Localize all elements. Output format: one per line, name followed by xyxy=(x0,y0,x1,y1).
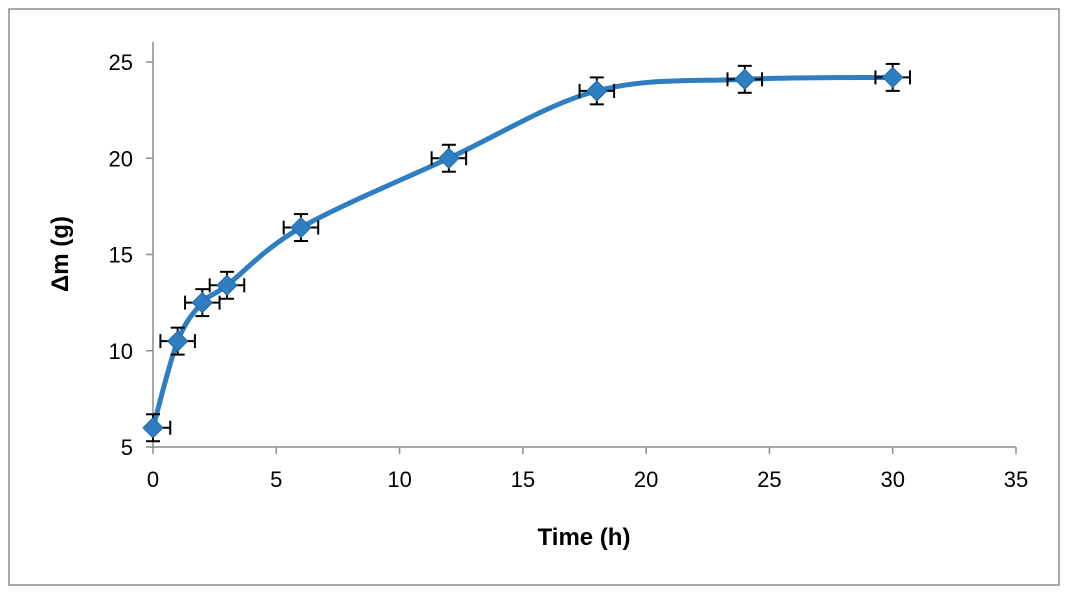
data-point xyxy=(191,291,214,314)
y-tick-label: 25 xyxy=(109,50,133,75)
data-point xyxy=(290,216,312,239)
series-layer xyxy=(142,62,911,443)
y-tick-label: 5 xyxy=(121,435,133,460)
y-tick-label: 20 xyxy=(109,146,133,171)
y-tick-label: 15 xyxy=(109,243,133,268)
x-tick-label: 35 xyxy=(1004,467,1028,492)
data-point xyxy=(882,66,904,89)
x-tick-label: 10 xyxy=(387,467,411,492)
data-point xyxy=(142,417,164,439)
x-tick-label: 15 xyxy=(511,467,535,492)
y-tick-label: 10 xyxy=(109,339,133,364)
x-axis-title: Time (h) xyxy=(538,524,631,551)
x-tick-label: 30 xyxy=(880,467,904,492)
x-tick-label: 0 xyxy=(147,467,159,492)
y-axis-title: Δm (g) xyxy=(47,216,74,292)
x-tick-label: 5 xyxy=(270,467,282,492)
data-point xyxy=(586,80,608,102)
chart-border xyxy=(8,8,1060,586)
x-tick-label: 20 xyxy=(634,467,658,492)
data-point xyxy=(216,274,238,297)
data-point xyxy=(734,68,756,91)
x-tick-label: 25 xyxy=(757,467,781,492)
data-point xyxy=(166,330,189,352)
data-point xyxy=(438,147,460,169)
labels: Time (h) Δm (g) xyxy=(47,216,630,551)
